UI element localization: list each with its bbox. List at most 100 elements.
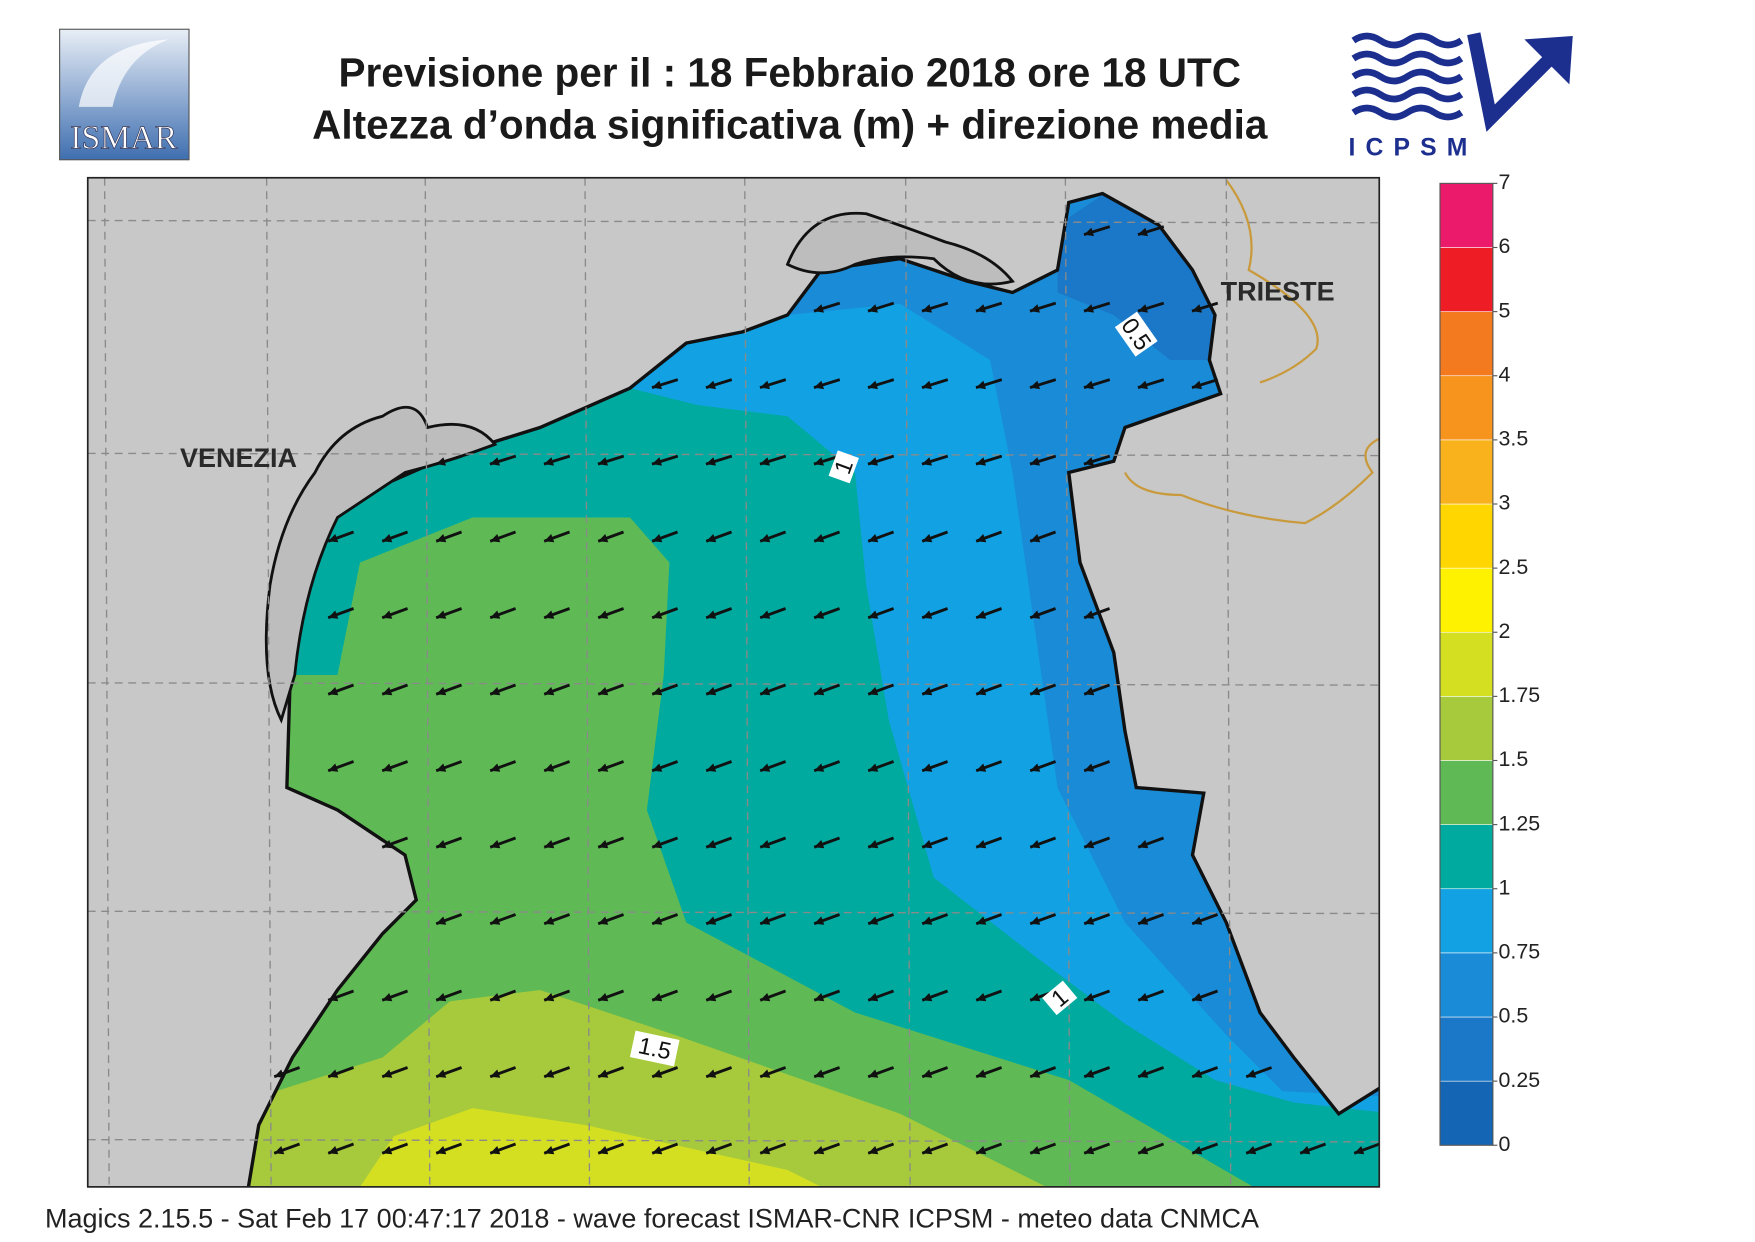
logo-swirl	[78, 39, 169, 107]
arrow	[867, 913, 895, 926]
arrow-head	[651, 380, 662, 390]
colorbar-swatch	[1439, 631, 1494, 697]
arrow	[867, 454, 895, 466]
arrow-head	[760, 1145, 771, 1155]
arrow-head	[1030, 839, 1041, 849]
colorbar-swatch	[1439, 567, 1494, 633]
title-line2: Altezza d’onda significativa (m) + direz…	[312, 101, 1268, 147]
arrow	[1137, 836, 1165, 849]
arrow	[381, 760, 409, 773]
arrow	[1083, 454, 1111, 466]
arrow	[1029, 913, 1057, 926]
arrow-head	[1137, 304, 1148, 313]
arrow-head	[598, 763, 609, 772]
coastline	[246, 191, 1380, 1187]
arrow-head	[543, 457, 554, 466]
arrow	[489, 989, 517, 1002]
arrow	[1083, 913, 1111, 926]
arrow-head	[867, 304, 878, 313]
meridian	[265, 177, 272, 1187]
arrow-head	[813, 457, 824, 466]
arrow-head	[436, 1069, 447, 1078]
arrow-head	[813, 380, 824, 390]
arrow-head	[598, 610, 609, 619]
arrow	[597, 607, 625, 620]
arrow-head	[382, 533, 393, 543]
arrow	[1137, 913, 1165, 926]
footer: Magics 2.15.5 - Sat Feb 17 00:47:17 2018…	[45, 1203, 1259, 1233]
arrow	[1137, 1066, 1165, 1079]
arrow-head	[922, 839, 933, 849]
arrow-head	[436, 1145, 447, 1155]
arrow	[975, 913, 1003, 926]
arrow-head	[1192, 1145, 1203, 1155]
arrow	[975, 760, 1003, 773]
arrow-head	[975, 457, 986, 466]
colorbar-label: 4	[1499, 362, 1511, 386]
arrow	[1299, 1142, 1327, 1155]
arrow	[813, 913, 841, 926]
colorbar-label: 0.75	[1499, 940, 1541, 964]
arrow	[813, 378, 841, 390]
arrow-head	[490, 992, 501, 1002]
arrow	[1191, 1066, 1219, 1079]
arrow	[1245, 1142, 1273, 1155]
arrow-head	[868, 686, 879, 696]
arrow	[543, 989, 571, 1002]
arrow-head	[1030, 1145, 1041, 1155]
arrow-head	[1246, 1145, 1257, 1155]
arrow	[975, 607, 1003, 620]
arrow-head	[814, 839, 825, 849]
arrow-head	[490, 763, 501, 772]
arrow-head	[1030, 763, 1041, 772]
arrow	[759, 1066, 787, 1079]
arrow-head	[1138, 992, 1149, 1002]
arrow	[813, 607, 841, 620]
grid	[87, 177, 1380, 1187]
arrow	[759, 454, 787, 466]
arrow-head	[706, 1145, 717, 1155]
arrow-head	[760, 686, 771, 696]
arrow-head	[382, 1145, 393, 1155]
arrow	[705, 989, 733, 1002]
arrow-head	[706, 533, 717, 543]
arrow-head	[976, 992, 987, 1002]
colorbar-label: 0.25	[1499, 1068, 1541, 1092]
arrow	[543, 913, 571, 926]
arrow	[1191, 378, 1219, 390]
meridian	[904, 177, 911, 1187]
arrow-head	[328, 992, 339, 1002]
colorbar-swatch	[1439, 311, 1494, 377]
arrow-head	[706, 686, 717, 696]
arrow	[1029, 760, 1057, 773]
arrow-head	[436, 916, 447, 925]
arrow	[921, 1142, 949, 1155]
arrow-head	[598, 992, 609, 1002]
arrow-head	[814, 686, 825, 696]
arrow	[543, 1142, 571, 1155]
arrow-head	[814, 610, 825, 619]
lagoon-land	[264, 211, 1015, 724]
colorbar-swatch	[1439, 760, 1494, 825]
arrow	[597, 760, 625, 773]
arrow-head	[1084, 839, 1095, 849]
arrow-head	[328, 1145, 339, 1155]
arrow	[867, 1142, 895, 1155]
arrow-head	[328, 686, 339, 696]
arrow	[1083, 683, 1111, 696]
arrow-head	[760, 992, 771, 1002]
arrow	[921, 913, 949, 926]
colorbar-label: 2	[1499, 619, 1511, 643]
arrow	[921, 607, 949, 620]
wave-height-band	[348, 1108, 855, 1187]
arrow	[273, 1066, 301, 1079]
arrow	[1083, 301, 1111, 313]
arrow-head	[922, 1145, 933, 1155]
arrow-head	[1137, 380, 1148, 390]
arrow	[921, 836, 949, 849]
arrow-head	[598, 1069, 609, 1078]
arrow	[1029, 607, 1057, 620]
arrow	[705, 836, 733, 849]
colorbar-label: 5	[1499, 298, 1511, 322]
arrow	[381, 836, 409, 849]
